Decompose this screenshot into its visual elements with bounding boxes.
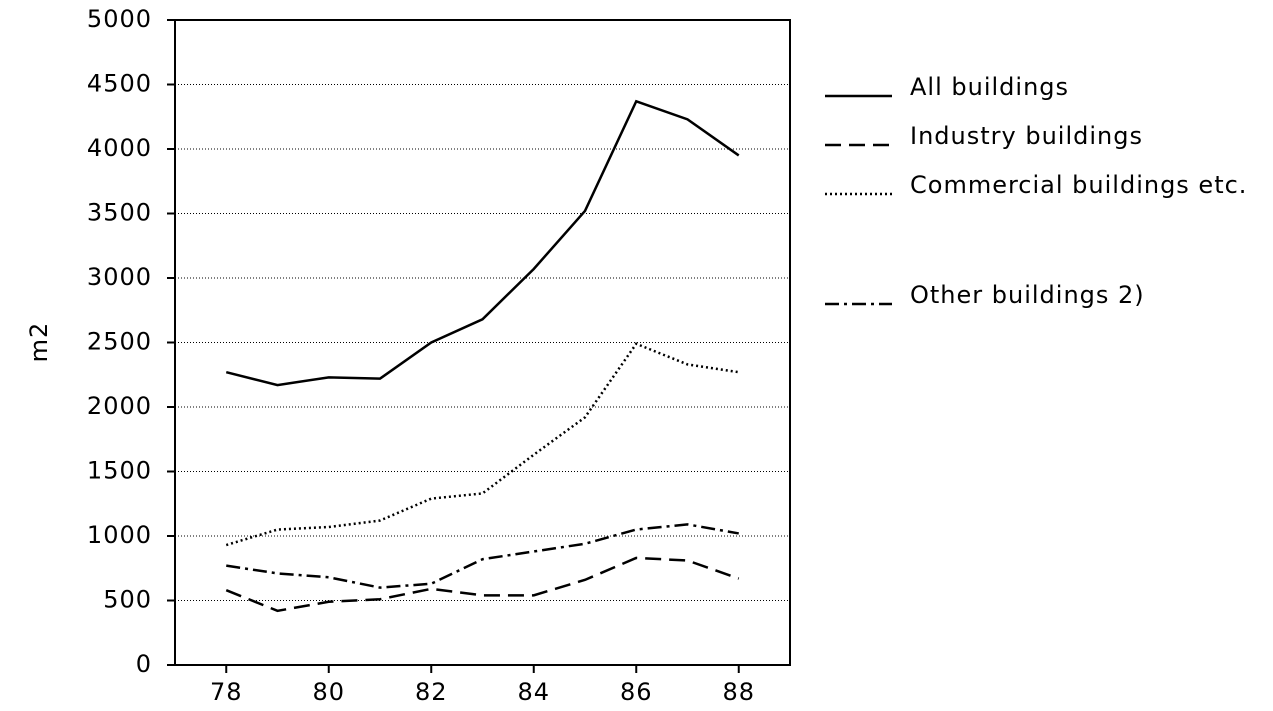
data-line bbox=[225, 99, 740, 387]
y-tick-label: 500 bbox=[103, 586, 152, 614]
x-tick-label: 78 bbox=[210, 678, 243, 706]
y-tick-label: 3000 bbox=[87, 263, 152, 291]
data-line bbox=[226, 523, 739, 589]
y-tick-label: 1000 bbox=[87, 521, 152, 549]
y-tick-label: 0 bbox=[136, 650, 152, 678]
y-tick-label: 1500 bbox=[87, 457, 152, 485]
y-axis-label: m2 bbox=[25, 322, 53, 363]
y-tick-label: 2500 bbox=[87, 328, 152, 356]
legend-label: Commercial buildings etc. bbox=[910, 171, 1247, 199]
legend-label: Other buildings 2) bbox=[910, 281, 1145, 309]
plot-frame bbox=[174, 19, 791, 666]
y-tick-label: 4500 bbox=[87, 70, 152, 98]
y-tick-label: 3500 bbox=[87, 199, 152, 227]
x-tick-label: 86 bbox=[620, 678, 653, 706]
legend-label: Industry buildings bbox=[910, 122, 1143, 150]
x-tick-label: 84 bbox=[517, 678, 550, 706]
x-tick-label: 80 bbox=[312, 678, 345, 706]
y-tick-label: 5000 bbox=[87, 5, 152, 33]
data-line bbox=[225, 342, 739, 547]
data-line bbox=[225, 556, 740, 613]
legend-label: All buildings bbox=[910, 73, 1069, 101]
y-tick-label: 2000 bbox=[87, 392, 152, 420]
x-tick-label: 82 bbox=[415, 678, 448, 706]
y-tick-label: 4000 bbox=[87, 134, 152, 162]
x-tick-label: 88 bbox=[722, 678, 755, 706]
